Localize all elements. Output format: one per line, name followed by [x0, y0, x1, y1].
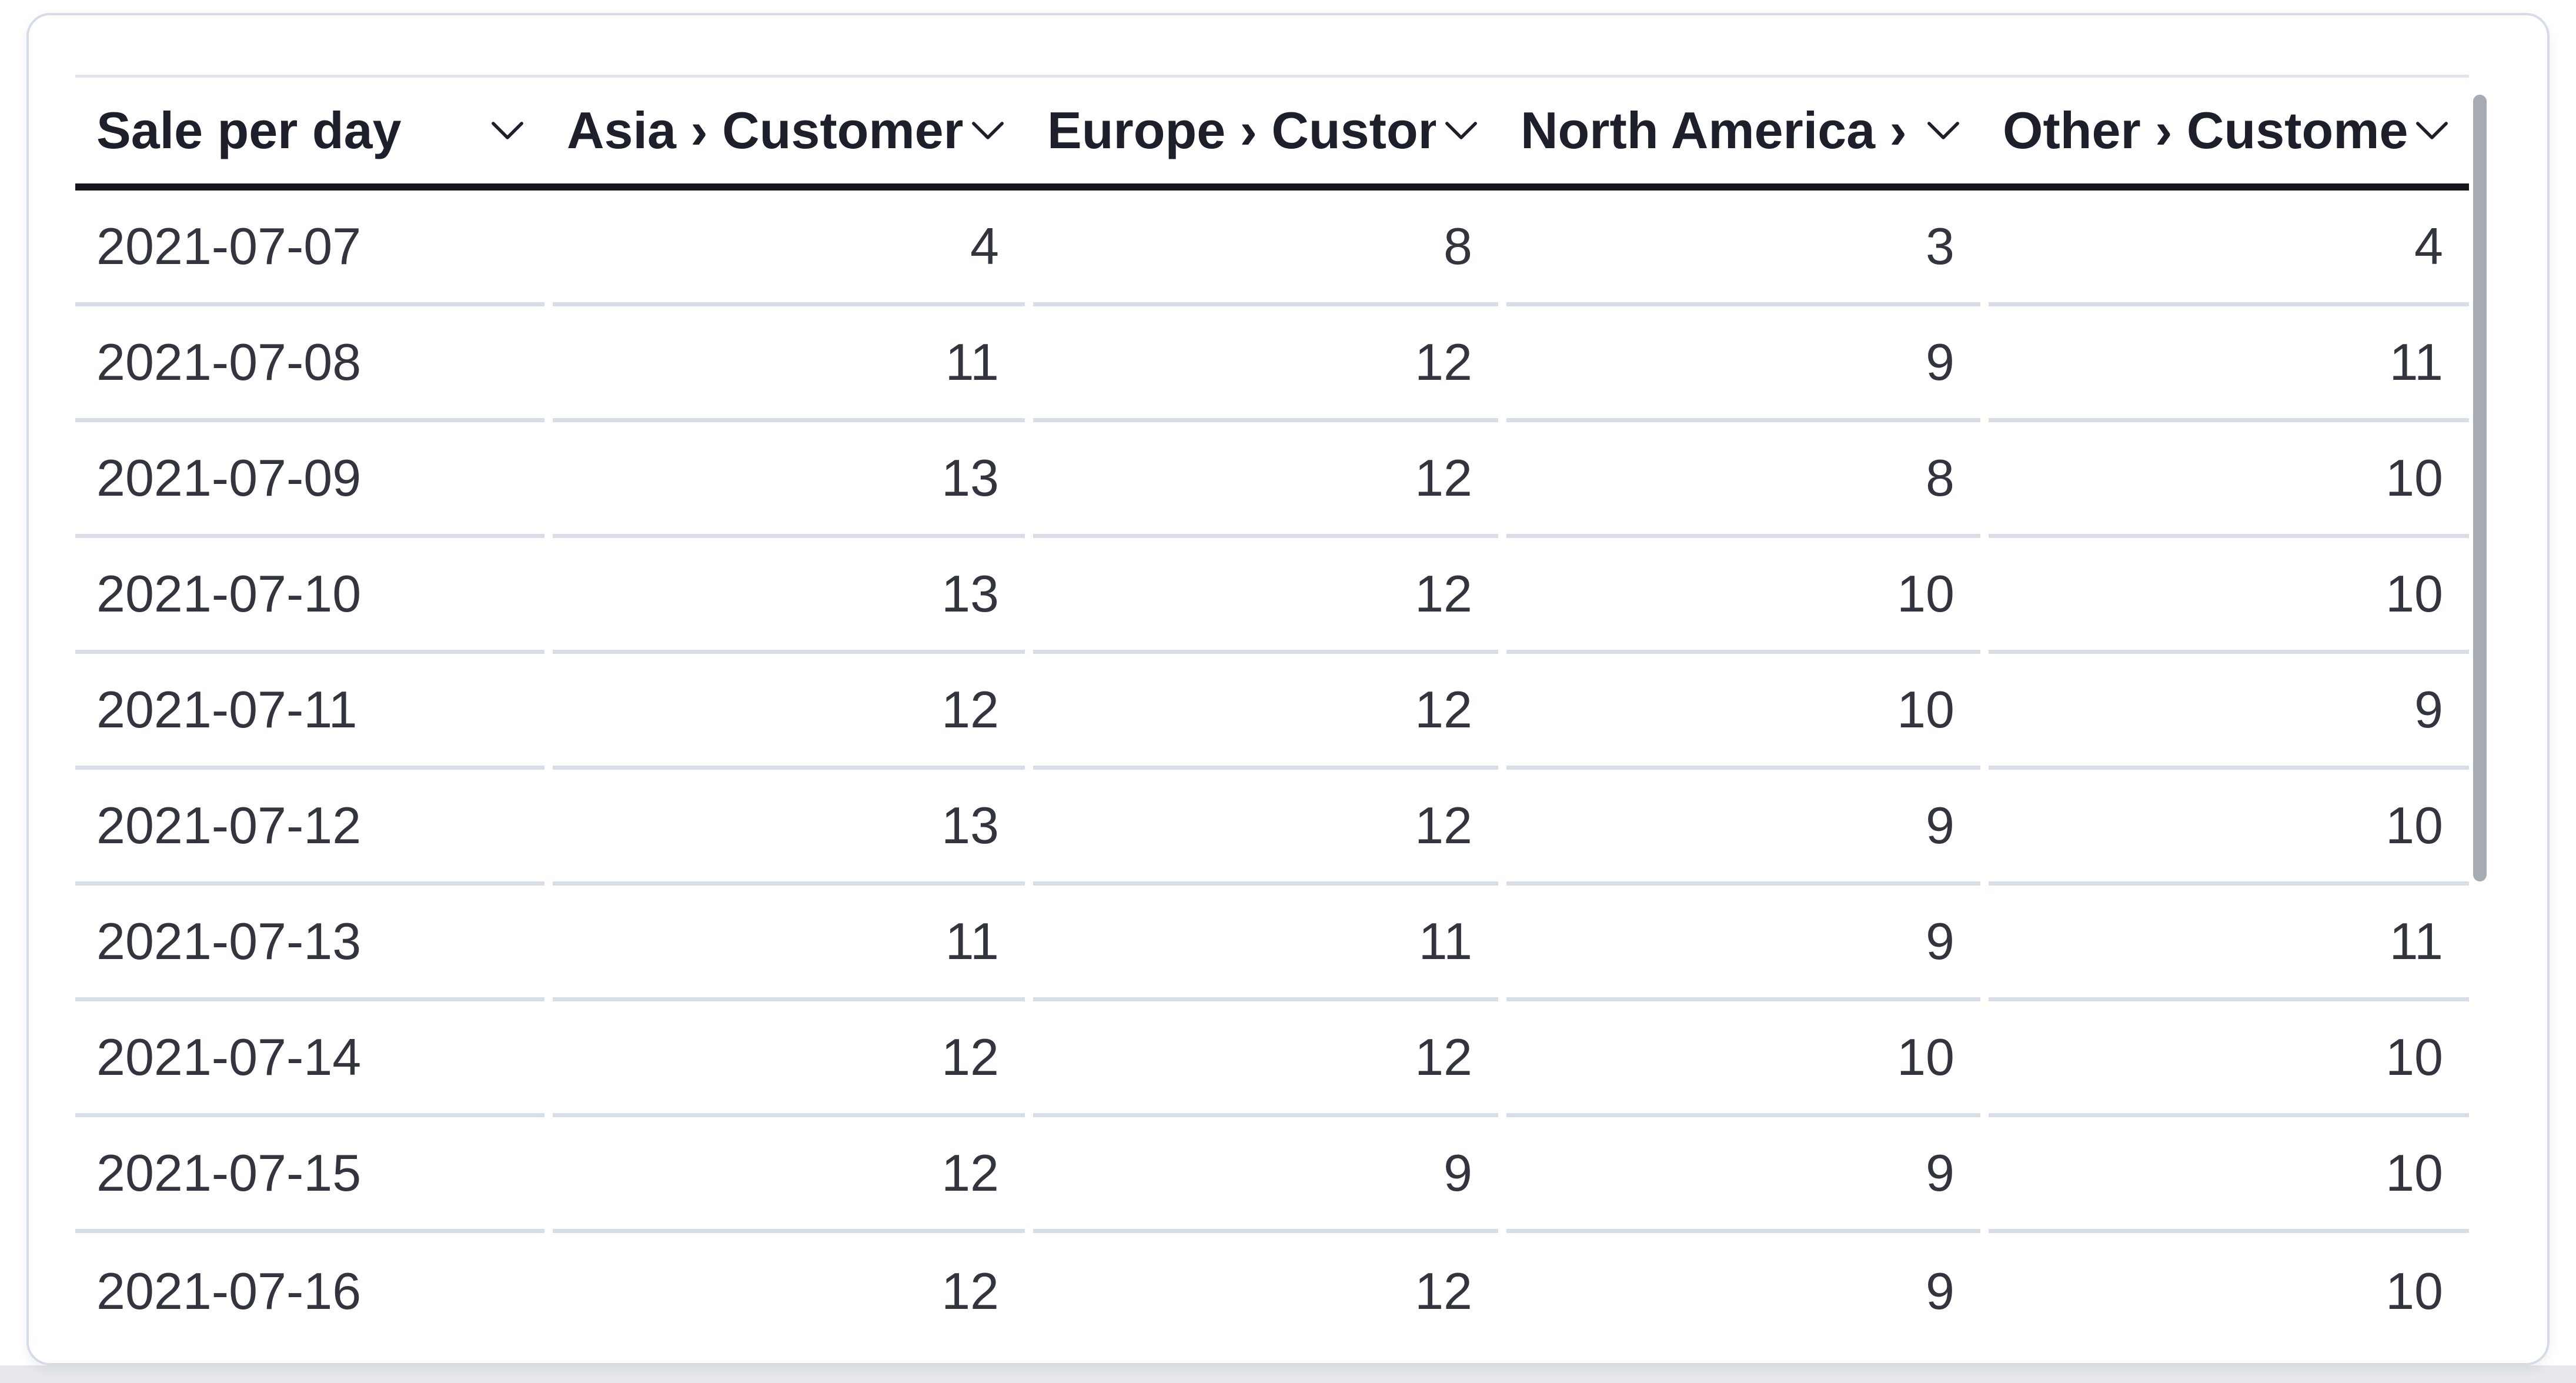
cell-date[interactable]: 2021-07-13	[75, 886, 544, 1001]
cell-other[interactable]: 10	[1989, 1117, 2469, 1233]
cell-north-america[interactable]: 3	[1506, 191, 1980, 306]
cell-other[interactable]: 4	[1989, 191, 2469, 306]
cell-other[interactable]: 10	[2385, 1261, 2443, 1320]
cell-north-america[interactable]: 9	[1506, 306, 1980, 422]
chevron-down-icon	[2416, 122, 2448, 139]
cell-north-america[interactable]: 8	[1506, 422, 1980, 538]
table-header-row: Sale per day Asia › Customers Europe › C…	[75, 75, 2469, 191]
cell-europe[interactable]: 12	[1033, 770, 1498, 886]
column-header-label: Asia › Customers	[567, 101, 963, 159]
chevron-down-icon	[1927, 122, 1959, 139]
table-row: 2021-07-08 11 12 9 11	[75, 306, 2469, 422]
cell-europe[interactable]: 12	[1033, 422, 1498, 538]
column-header-label: North America › Customers	[1521, 101, 1918, 159]
cell-north-america[interactable]: 10	[1506, 1001, 1980, 1117]
column-header-north-america-customers[interactable]: North America › Customers	[1506, 78, 1980, 183]
column-header-europe-customers[interactable]: Europe › Customers	[1033, 78, 1498, 183]
chevron-down-icon	[1445, 122, 1477, 139]
cell-asia[interactable]: 4	[553, 191, 1025, 306]
data-table: Sale per day Asia › Customers Europe › C…	[75, 75, 2469, 1349]
cell-north-america[interactable]: 9	[1926, 1261, 1954, 1320]
chevron-down-icon	[492, 122, 523, 139]
table-row: 2021-07-09 13 12 8 10	[75, 422, 2469, 538]
cell-other[interactable]: 10	[1989, 422, 2469, 538]
cell-asia[interactable]: 11	[553, 886, 1025, 1001]
cell-other[interactable]: 10	[1989, 770, 2469, 886]
table-row: 2021-07-11 12 12 10 9	[75, 654, 2469, 770]
cell-date[interactable]: 2021-07-16	[96, 1261, 362, 1320]
table-row: 2021-07-10 13 12 10 10	[75, 538, 2469, 654]
cell-other[interactable]: 11	[1989, 886, 2469, 1001]
cell-asia[interactable]: 13	[553, 770, 1025, 886]
cell-asia[interactable]: 13	[553, 422, 1025, 538]
cell-europe[interactable]: 12	[1033, 654, 1498, 770]
cell-asia[interactable]: 13	[553, 538, 1025, 654]
cell-europe[interactable]: 9	[1033, 1117, 1498, 1233]
cell-north-america[interactable]: 9	[1506, 770, 1980, 886]
cell-europe[interactable]: 11	[1033, 886, 1498, 1001]
cell-other[interactable]: 10	[1989, 538, 2469, 654]
cell-asia[interactable]: 11	[553, 306, 1025, 422]
cell-europe[interactable]: 12	[1033, 1001, 1498, 1117]
cell-date[interactable]: 2021-07-07	[75, 191, 544, 306]
cell-asia[interactable]: 12	[941, 1261, 999, 1320]
cell-other[interactable]: 9	[1989, 654, 2469, 770]
cell-europe[interactable]: 12	[1033, 538, 1498, 654]
table-row: 2021-07-16 12 12 9 10	[75, 1233, 2469, 1349]
cell-north-america[interactable]: 10	[1506, 654, 1980, 770]
cell-north-america[interactable]: 9	[1506, 1117, 1980, 1233]
table-row: 2021-07-12 13 12 9 10	[75, 770, 2469, 886]
column-header-label: Sale per day	[96, 101, 402, 159]
cell-date[interactable]: 2021-07-10	[75, 538, 544, 654]
table-row: 2021-07-14 12 12 10 10	[75, 1001, 2469, 1117]
page-bottom-strip	[0, 1365, 2576, 1383]
column-header-label: Europe › Customers	[1047, 101, 1436, 159]
cell-date[interactable]: 2021-07-12	[75, 770, 544, 886]
table-row: 2021-07-07 4 8 3 4	[75, 191, 2469, 306]
cell-europe[interactable]: 12	[1415, 1261, 1472, 1320]
cell-north-america[interactable]: 10	[1506, 538, 1980, 654]
table-row: 2021-07-15 12 9 9 10	[75, 1117, 2469, 1233]
cell-europe[interactable]: 8	[1033, 191, 1498, 306]
cell-date[interactable]: 2021-07-09	[75, 422, 544, 538]
cell-date[interactable]: 2021-07-14	[75, 1001, 544, 1117]
cell-other[interactable]: 11	[1989, 306, 2469, 422]
cell-north-america[interactable]: 9	[1506, 886, 1980, 1001]
vertical-scrollbar-thumb[interactable]	[2473, 95, 2487, 881]
cell-other[interactable]: 10	[1989, 1001, 2469, 1117]
chevron-down-icon	[972, 122, 1004, 139]
cell-date[interactable]: 2021-07-08	[75, 306, 544, 422]
cell-asia[interactable]: 12	[553, 654, 1025, 770]
table-row: 2021-07-13 11 11 9 11	[75, 886, 2469, 1001]
column-header-other-customers[interactable]: Other › Customers	[1989, 78, 2469, 183]
cell-asia[interactable]: 12	[553, 1117, 1025, 1233]
cell-europe[interactable]: 12	[1033, 306, 1498, 422]
cell-asia[interactable]: 12	[553, 1001, 1025, 1117]
column-header-label: Other › Customers	[2003, 101, 2407, 159]
column-header-asia-customers[interactable]: Asia › Customers	[553, 78, 1025, 183]
cell-date[interactable]: 2021-07-15	[75, 1117, 544, 1233]
table-card: Sale per day Asia › Customers Europe › C…	[26, 13, 2550, 1365]
column-header-sale-per-day[interactable]: Sale per day	[75, 78, 544, 183]
cell-date[interactable]: 2021-07-11	[75, 654, 544, 770]
